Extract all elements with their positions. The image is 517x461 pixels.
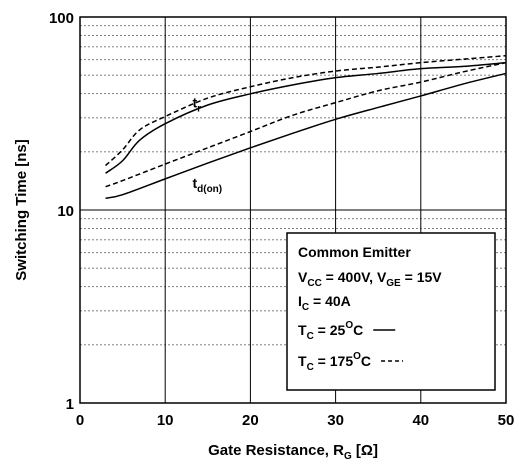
axis-labels: Gate Resistance, RG [Ω] Switching Time [n… xyxy=(13,139,378,461)
y-tick-label: 1 xyxy=(66,396,74,413)
y-tick-label: 10 xyxy=(57,203,74,220)
x-tick-label: 20 xyxy=(242,412,259,429)
y-axis-label: Switching Time [ns] xyxy=(13,139,30,280)
curve-labels: tr td(on) xyxy=(192,94,222,195)
x-tick-label: 10 xyxy=(157,412,174,429)
series-t-r-175c-line xyxy=(105,54,507,167)
x-tick-label: 0 xyxy=(76,412,84,429)
y-tick-label: 100 xyxy=(49,10,74,27)
series-group xyxy=(105,54,507,200)
legend-box xyxy=(286,232,496,391)
legend-line-2: VCC = 400V, VGE = 15V xyxy=(298,269,442,289)
x-tick-label: 50 xyxy=(498,412,515,429)
legend-line-1: Common Emitter xyxy=(298,244,411,260)
legend-line-4: TC = 25OC xyxy=(298,320,363,342)
series-t-d-on--25c-line xyxy=(105,72,507,200)
plot-frame xyxy=(79,16,507,404)
series-t-d-on--175c-line xyxy=(105,61,507,188)
tick-labels: 0 10 20 30 40 50 1 10 100 xyxy=(49,10,514,429)
legend: Common Emitter VCC = 400V, VGE = 15V IC = … xyxy=(286,232,496,391)
x-tick-label: 40 xyxy=(412,412,429,429)
label-tdon: td(on) xyxy=(192,175,222,195)
x-tick-label: 30 xyxy=(327,412,344,429)
label-tr: tr xyxy=(192,94,201,114)
legend-line-5: TC = 175OC xyxy=(298,351,371,373)
series-t-r-25c-line xyxy=(105,61,507,174)
x-axis-label: Gate Resistance, RG [Ω] xyxy=(208,442,378,461)
legend-line-3: IC = 40A xyxy=(298,293,351,313)
